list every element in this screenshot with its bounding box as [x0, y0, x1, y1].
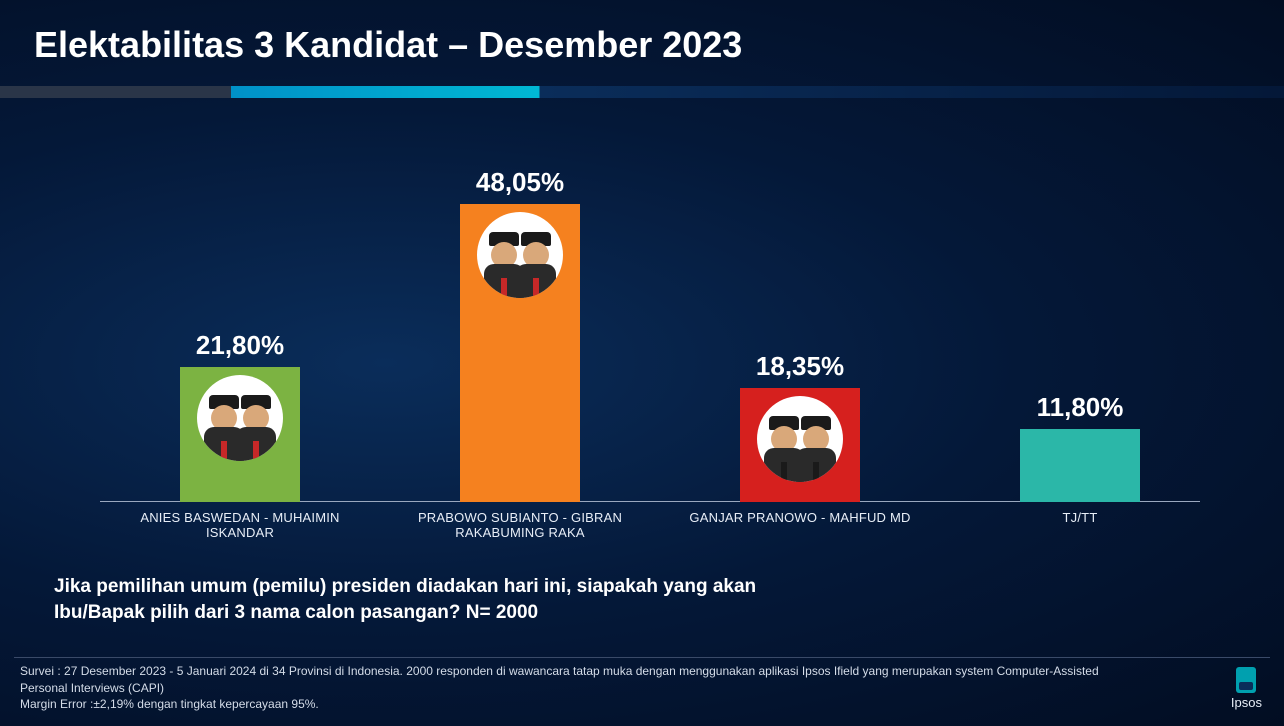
bar-value-label: 21,80% [196, 330, 284, 361]
bar-x-label: ANIES BASWEDAN - MUHAIMIN ISKANDAR [120, 510, 360, 540]
bar-group: 48,05%PRABOWO SUBIANTO - GIBRAN RAKABUMI… [460, 167, 580, 502]
title-divider [0, 86, 1284, 98]
survey-question: Jika pemilihan umum (pemilu) presiden di… [54, 574, 814, 625]
bar-x-label: GANJAR PRANOWO - MAHFUD MD [680, 510, 920, 525]
candidate-avatar [757, 396, 843, 482]
bar-group: 18,35%GANJAR PRANOWO - MAHFUD MD [740, 351, 860, 502]
bar-group: 11,80%TJ/TT [1020, 392, 1140, 502]
survey-footnote: Survei : 27 Desember 2023 - 5 Januari 20… [20, 663, 1140, 712]
bar-value-label: 48,05% [476, 167, 564, 198]
brand-logo: Ipsos [1231, 667, 1262, 710]
bar-chart: 21,80%ANIES BASWEDAN - MUHAIMIN ISKANDAR… [100, 150, 1200, 540]
bar [1020, 429, 1140, 502]
ipsos-icon [1236, 667, 1256, 693]
candidate-avatar [197, 375, 283, 461]
bar-value-label: 18,35% [756, 351, 844, 382]
bar-group: 21,80%ANIES BASWEDAN - MUHAIMIN ISKANDAR [180, 330, 300, 502]
bar-x-label: PRABOWO SUBIANTO - GIBRAN RAKABUMING RAK… [400, 510, 640, 540]
bar [740, 388, 860, 502]
slide-title: Elektabilitas 3 Kandidat – Desember 2023 [34, 24, 742, 66]
candidate-avatar [477, 212, 563, 298]
bar-value-label: 11,80% [1037, 392, 1124, 423]
brand-label: Ipsos [1231, 695, 1262, 710]
bar-x-label: TJ/TT [960, 510, 1200, 525]
footer-divider [14, 657, 1270, 658]
bar [180, 367, 300, 502]
bar [460, 204, 580, 502]
